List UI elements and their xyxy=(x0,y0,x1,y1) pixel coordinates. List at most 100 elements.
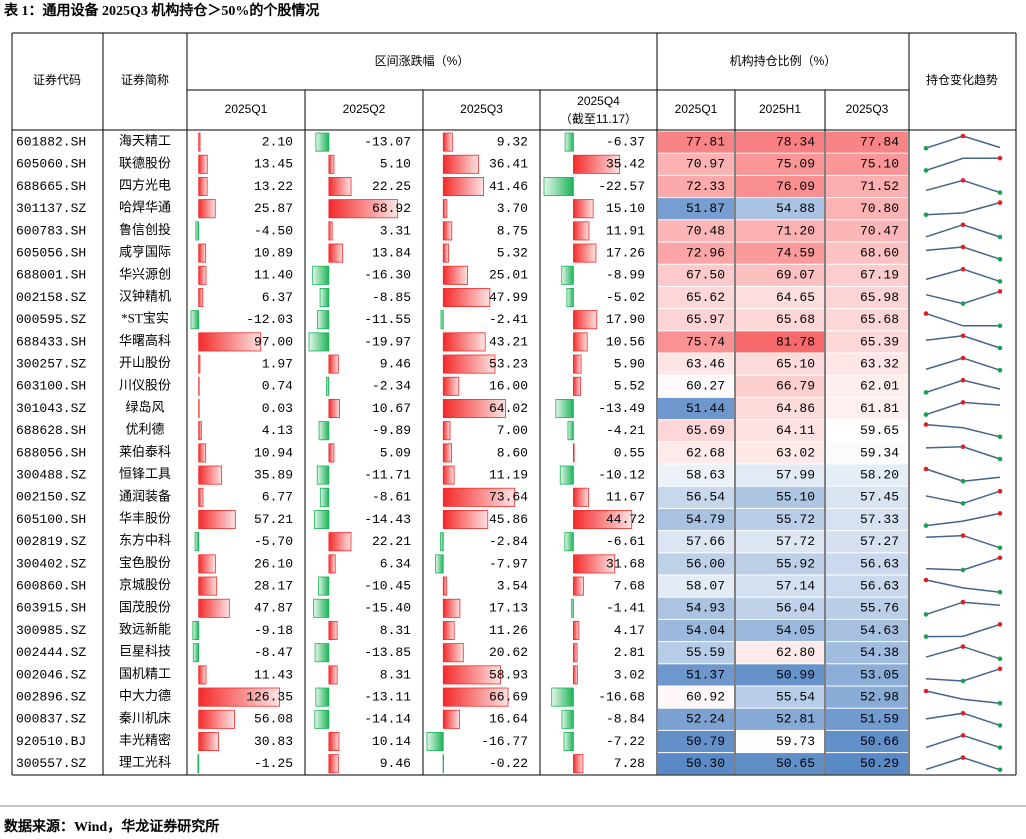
trend-marker xyxy=(960,377,966,383)
cell-holding: 64.65 xyxy=(776,290,815,305)
cell-change: 4.13 xyxy=(262,423,293,438)
trend-line xyxy=(925,623,1001,638)
change-bar xyxy=(442,287,491,307)
holding-cell xyxy=(658,242,734,264)
cell-change: 6.37 xyxy=(262,290,293,305)
cell-holding: 54.93 xyxy=(686,601,725,616)
trend-marker xyxy=(960,178,966,183)
cell-holding: 54.38 xyxy=(860,645,899,660)
cell-holding: 81.78 xyxy=(776,334,815,349)
holding-cell xyxy=(736,153,824,175)
cell-holding: 57.14 xyxy=(776,579,815,594)
change-bar xyxy=(442,398,506,418)
cell-change: 11.91 xyxy=(606,223,645,238)
cell-code: 301043.SZ xyxy=(16,401,86,416)
cell-change: -8.61 xyxy=(372,490,411,505)
cell-change: 13.84 xyxy=(372,246,411,261)
holding-cell xyxy=(826,198,908,220)
cell-holding: 64.86 xyxy=(776,401,815,416)
cell-holding: 54.63 xyxy=(860,623,899,638)
trend-line xyxy=(925,201,1001,216)
cell-change: 45.86 xyxy=(489,512,528,527)
holding-cell xyxy=(736,331,824,353)
cell-holding: 63.46 xyxy=(686,357,725,372)
change-bar xyxy=(198,287,204,307)
trend-line xyxy=(925,512,1001,527)
holding-cell xyxy=(658,508,734,531)
cell-change: 10.67 xyxy=(372,401,411,416)
change-bar xyxy=(442,421,451,441)
change-bar xyxy=(198,265,207,285)
cell-change: 43.21 xyxy=(489,334,528,349)
cell-change: 8.60 xyxy=(497,445,528,460)
holding-cell xyxy=(826,619,908,642)
cell-change: 25.01 xyxy=(489,268,528,283)
cell-holding: 67.19 xyxy=(860,268,899,283)
cell-code: 603915.SH xyxy=(16,601,86,616)
change-bar xyxy=(442,621,455,641)
holding-cell xyxy=(736,264,824,286)
cell-name: 理工光科 xyxy=(119,755,171,770)
cell-change: -2.41 xyxy=(489,312,528,327)
cell-change: 41.46 xyxy=(489,179,528,194)
trend-marker xyxy=(997,367,1003,373)
cell-name: 秦川机床 xyxy=(119,710,171,725)
cell-change: -9.18 xyxy=(254,623,293,638)
change-bar xyxy=(442,354,496,374)
holding-cell xyxy=(658,464,734,486)
change-bar xyxy=(573,154,621,174)
cell-change: 25.87 xyxy=(254,201,293,216)
trend-marker xyxy=(960,355,966,361)
cell-holding: 65.68 xyxy=(776,312,815,327)
cell-code: 002150.SZ xyxy=(16,490,86,505)
change-bar xyxy=(442,376,460,396)
holding-cell xyxy=(658,619,734,642)
change-bar xyxy=(198,176,208,196)
holding-cell xyxy=(736,708,824,730)
holding-cell xyxy=(826,708,908,730)
cell-holding: 56.63 xyxy=(860,579,899,594)
cell-name: 致远新能 xyxy=(119,621,171,636)
cell-holding: 70.97 xyxy=(686,157,725,172)
cell-change: -8.84 xyxy=(606,712,645,727)
change-bar xyxy=(319,487,330,507)
trend-marker xyxy=(997,234,1003,240)
cell-change: 68.92 xyxy=(372,201,411,216)
cell-holding: 66.79 xyxy=(776,379,815,394)
cell-holding: 52.98 xyxy=(860,690,899,705)
cell-holding: 72.33 xyxy=(686,179,725,194)
cell-change: 17.13 xyxy=(489,601,528,616)
holding-cell xyxy=(736,642,824,664)
cell-code: 605056.SH xyxy=(16,246,86,261)
holding-cell xyxy=(658,375,734,397)
cell-change: 7.28 xyxy=(614,756,645,771)
cell-change: -8.47 xyxy=(254,645,293,660)
holding-cell xyxy=(736,664,824,686)
cell-change: -16.30 xyxy=(364,268,411,283)
change-bar xyxy=(573,621,580,641)
trend-marker xyxy=(997,345,1003,351)
cell-holding: 50.66 xyxy=(860,734,899,749)
change-bar xyxy=(328,665,338,685)
change-bar xyxy=(559,465,574,485)
change-bar xyxy=(198,243,207,263)
cell-holding: 75.09 xyxy=(776,157,815,172)
cell-change: -22.57 xyxy=(598,179,645,194)
change-bar xyxy=(328,554,336,574)
holding-cell xyxy=(826,642,908,664)
cell-code: 600783.SH xyxy=(16,223,86,238)
change-bar xyxy=(192,621,200,641)
change-bar xyxy=(571,598,574,618)
cell-holding: 52.24 xyxy=(686,712,725,727)
trend-marker xyxy=(960,301,966,306)
cell-change: -16.68 xyxy=(598,690,645,705)
cell-code: 002444.SZ xyxy=(16,645,86,660)
change-bar xyxy=(192,643,200,663)
trend-marker xyxy=(997,511,1003,516)
change-bar xyxy=(328,732,340,752)
cell-change: -7.22 xyxy=(606,734,645,749)
cell-holding: 74.59 xyxy=(776,246,815,261)
holding-cell xyxy=(658,397,734,420)
cell-holding: 70.48 xyxy=(686,223,725,238)
change-bar xyxy=(442,709,460,729)
